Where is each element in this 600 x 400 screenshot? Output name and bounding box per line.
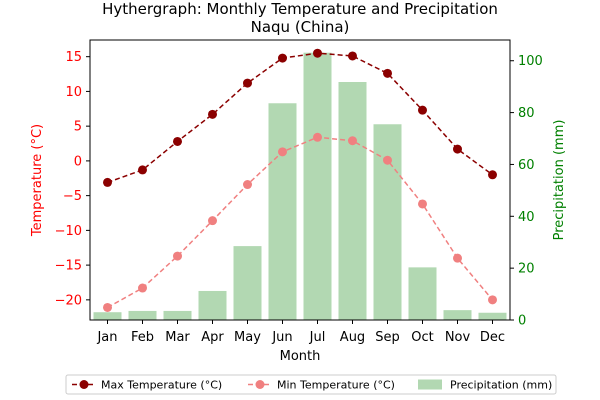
min-temperature-point-apr: [208, 216, 217, 226]
chart-title: Hythergraph: Monthly Temperature and Pre…: [102, 0, 498, 18]
max-temperature-point-jul: [313, 48, 322, 58]
x-tick-label-nov: Nov: [445, 330, 471, 345]
precipitation-bar-mar: [163, 310, 192, 320]
min-temperature-point-jun: [278, 147, 287, 157]
legend-precipitation-swatch: [418, 379, 442, 390]
y-left-tick-label: −5: [63, 189, 82, 204]
chart-subtitle: Naqu (China): [251, 18, 350, 36]
legend-min-temperature-label: Min Temperature (°C): [277, 379, 395, 392]
axes: −20 −15 −10 −5 0 5 10 15 0 20 40 60 80 100 Jan Feb Mar Ap…: [55, 39, 543, 345]
max-temperature-line: [107, 52, 493, 184]
min-temperature-point-mar: [173, 251, 182, 261]
x-tick-label-apr: Apr: [201, 330, 224, 345]
y-right-tick-label: 40: [518, 210, 535, 225]
x-tick-label-jan: Jan: [96, 330, 117, 345]
max-temperature-point-may: [243, 78, 252, 88]
max-temperature-point-jun: [278, 53, 287, 63]
y-right-tick-label: 100: [518, 54, 543, 69]
precipitation-bars: [93, 52, 507, 320]
y-axis-right-label: Precipitation (mm): [552, 120, 567, 241]
max-temperature-point-oct: [418, 105, 427, 115]
max-temperature-point-dec: [488, 170, 497, 180]
min-temperature-point-nov: [453, 253, 462, 263]
x-axis-label: Month: [280, 349, 321, 364]
legend-min-temperature-marker: [255, 380, 265, 389]
min-temperature-point-sep: [383, 155, 392, 165]
max-temperature-point-mar: [173, 136, 182, 146]
legend-max-temperature-marker: [79, 380, 89, 389]
x-tick-label-oct: Oct: [411, 330, 433, 345]
legend-precipitation-label: Precipitation (mm): [450, 379, 552, 392]
max-temperature-point-nov: [453, 144, 462, 154]
x-tick-label-dec: Dec: [480, 330, 505, 345]
min-temperature-point-oct: [418, 199, 427, 209]
x-tick-label-sep: Sep: [375, 330, 400, 345]
y-left-tick-label: −15: [55, 259, 82, 274]
precipitation-bar-oct: [408, 267, 437, 320]
min-temperature-point-dec: [488, 295, 497, 305]
y-left-tick-label: 15: [65, 50, 82, 65]
x-tick-label-mar: Mar: [165, 330, 190, 345]
temperature-lines: [103, 48, 497, 312]
min-temperature-point-aug: [348, 136, 357, 146]
min-temperature-point-may: [243, 180, 252, 190]
x-tick-label-may: May: [234, 330, 261, 345]
plot-frame: [89, 39, 511, 321]
y-right-tick-label: 0: [518, 314, 526, 329]
y-left-tick-label: 5: [74, 120, 82, 135]
max-temperature-point-aug: [348, 51, 357, 61]
precipitation-bar-aug: [338, 82, 367, 320]
max-temperature-point-feb: [138, 165, 147, 175]
x-tick-label-feb: Feb: [131, 330, 154, 345]
min-temperature-point-feb: [138, 283, 147, 293]
precipitation-bar-jul: [303, 52, 332, 320]
precipitation-bar-sep: [373, 124, 402, 320]
y-left-tick-label: 0: [74, 154, 82, 169]
y-right-tick-label: 20: [518, 262, 535, 277]
precipitation-bar-feb: [128, 310, 157, 320]
y-left-tick-label: −20: [55, 293, 82, 308]
precipitation-bar-dec: [478, 312, 507, 320]
precipitation-bar-may: [233, 246, 262, 320]
min-temperature-point-jan: [103, 302, 112, 312]
x-tick-label-jul: Jul: [309, 330, 326, 345]
precipitation-bar-jan: [93, 312, 122, 320]
y-right-tick-label: 60: [518, 158, 535, 173]
precipitation-bar-jun: [268, 103, 297, 320]
min-temperature-point-jul: [313, 132, 322, 142]
legend-max-temperature-label: Max Temperature (°C): [101, 379, 222, 392]
legend: Max Temperature (°C) Min Temperature (°C)…: [65, 374, 557, 395]
precipitation-bar-apr: [198, 290, 227, 320]
y-axis-left-label: Temperature (°C): [30, 124, 45, 237]
y-right-tick-label: 80: [518, 106, 535, 121]
max-temperature-point-apr: [208, 109, 217, 119]
x-tick-label-jun: Jun: [271, 330, 292, 345]
y-left-tick-label: −10: [55, 224, 82, 239]
max-temperature-point-jan: [103, 177, 112, 187]
x-tick-label-aug: Aug: [340, 330, 365, 345]
max-temperature-point-sep: [383, 68, 392, 78]
precipitation-bar-nov: [443, 310, 472, 320]
y-left-tick-label: 10: [65, 85, 82, 100]
